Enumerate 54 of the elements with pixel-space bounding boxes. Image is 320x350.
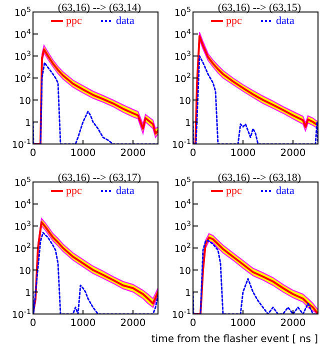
y-tick-label: 10$^{5}$ [14,174,31,189]
x-tick-label: 0 [30,148,36,159]
legend-label: data [276,15,294,27]
chart-title: (63,16) --> (63,18) [218,172,302,184]
y-tick-label: 10$^{5}$ [174,4,191,19]
x-tick-label: 2000 [120,318,146,329]
y-tick-label: 10$^{5}$ [14,4,31,19]
y-tick-label: 10$^{-1}$ [12,306,31,321]
y-tick-label: 10$^{4}$ [174,196,192,211]
legend-label: ppc [66,15,82,27]
legend-label: ppc [66,185,82,197]
x-tick-label: 1000 [70,148,96,159]
x-tick-label: 2000 [280,318,306,329]
legend-label: ppc [226,15,242,27]
legend-label: data [116,15,134,27]
chart-title: (63,16) --> (63,15) [218,2,302,14]
x-axis-title: time from the flasher event [ ns ] [151,334,318,345]
y-tick-label: 10 [178,96,191,107]
x-tick-label: 1000 [230,148,256,159]
legend-label: data [116,185,134,197]
y-tick-label: 1 [184,118,191,129]
y-tick-label: 1 [184,288,191,299]
legend-label: data [276,185,294,197]
y-tick-label: 10$^{3}$ [14,48,31,63]
y-tick-label: 10$^{3}$ [174,218,191,233]
y-tick-label: 10$^{4}$ [174,26,192,41]
y-tick-label: 10 [18,96,31,107]
x-tick-label: 0 [190,148,196,159]
y-tick-label: 10$^{-1}$ [172,306,191,321]
y-tick-label: 1 [24,118,31,129]
x-tick-label: 2000 [280,148,306,159]
x-tick-label: 1000 [70,318,96,329]
y-tick-label: 10$^{2}$ [174,240,191,255]
x-tick-label: 1000 [230,318,256,329]
y-tick-label: 10 [178,266,191,277]
chart-title: (63,16) --> (63,14) [58,2,142,14]
y-tick-label: 10$^{4}$ [14,196,32,211]
chart-title: (63,16) --> (63,17) [58,172,142,184]
y-tick-label: 10$^{3}$ [174,48,191,63]
y-tick-label: 10$^{3}$ [14,218,31,233]
x-tick-label: 2000 [120,148,146,159]
y-tick-label: 10 [18,266,31,277]
y-tick-label: 1 [24,288,31,299]
line-series [193,35,318,144]
y-tick-label: 10$^{5}$ [174,174,191,189]
x-tick-label: 0 [190,318,196,329]
legend-label: ppc [226,185,242,197]
y-tick-label: 10$^{-1}$ [172,136,191,151]
y-tick-label: 10$^{-1}$ [12,136,31,151]
x-tick-label: 0 [30,318,36,329]
y-tick-label: 10$^{4}$ [14,26,32,41]
y-tick-label: 10$^{2}$ [174,70,191,85]
y-tick-label: 10$^{2}$ [14,240,31,255]
y-tick-label: 10$^{2}$ [14,70,31,85]
